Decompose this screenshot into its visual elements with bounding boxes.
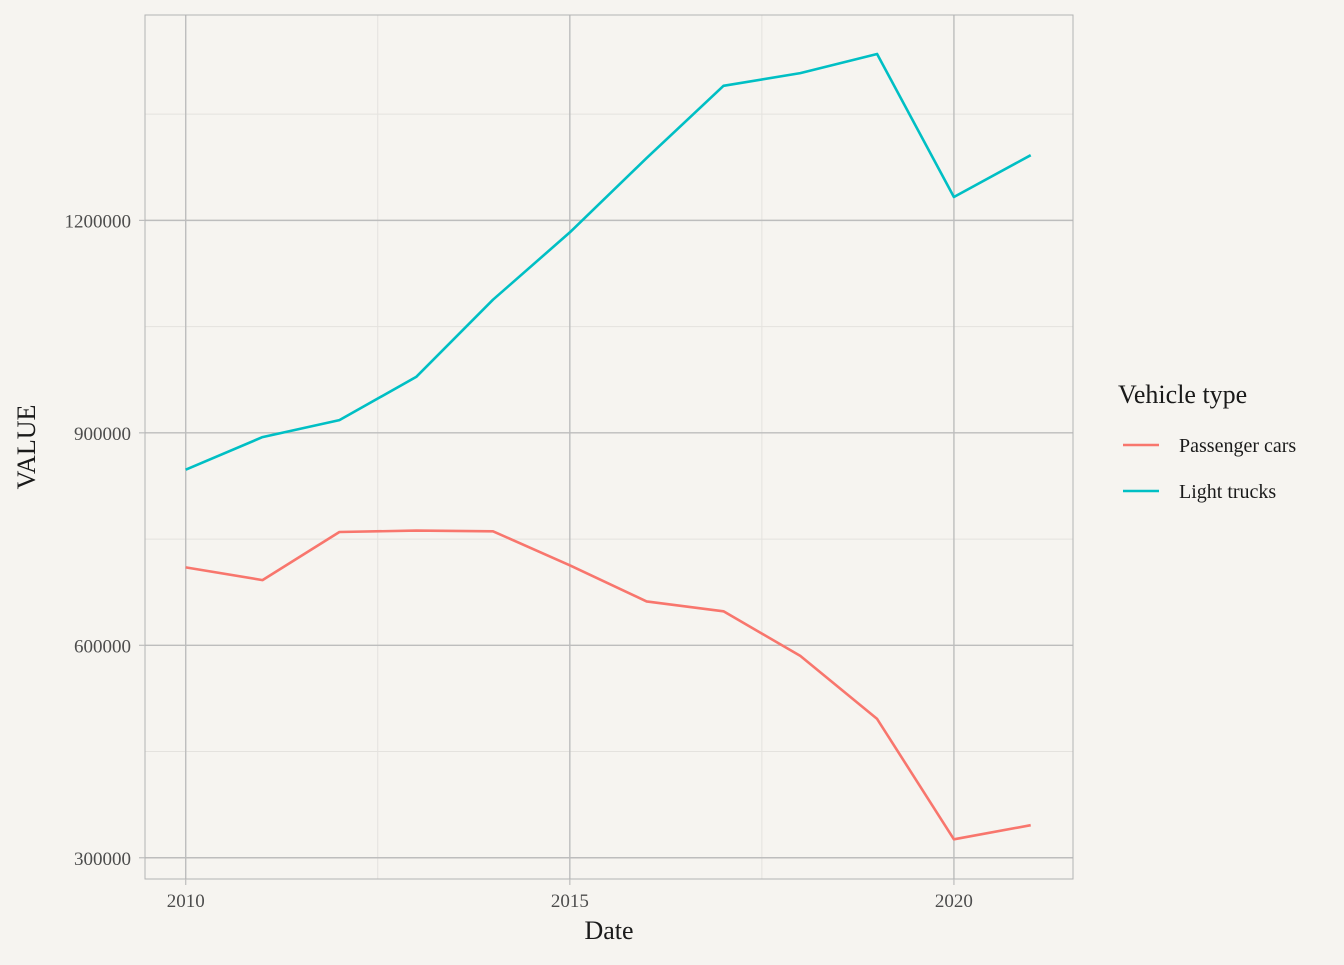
minor-gridlines (145, 15, 1073, 879)
legend-label-light-trucks: Light trucks (1179, 481, 1276, 503)
x-tick-label: 2015 (551, 891, 589, 912)
x-axis-ticks: 2010 2015 2020 (167, 879, 973, 912)
x-axis-title: Date (584, 916, 633, 945)
series-lines (185, 52, 1032, 841)
y-axis-title: VALUE (12, 405, 41, 490)
legend-title: Vehicle type (1118, 380, 1247, 409)
panel-border (144, 14, 1074, 880)
y-tick-label: 300000 (74, 849, 131, 870)
y-tick-label: 1200000 (65, 211, 132, 232)
y-tick-label: 900000 (74, 424, 131, 445)
major-gridlines (145, 15, 1073, 879)
y-axis-ticks: 300000 600000 900000 1200000 (65, 211, 145, 870)
legend-label-passenger-cars: Passenger cars (1179, 435, 1296, 457)
x-tick-label: 2020 (935, 891, 973, 912)
legend-items: Passenger cars Light trucks (1123, 435, 1296, 503)
legend: Vehicle type Passenger cars Light trucks (1118, 380, 1296, 503)
series-line-passenger-cars (185, 529, 1031, 841)
series-line-light-trucks (185, 52, 1032, 471)
y-tick-label: 600000 (74, 636, 131, 657)
x-tick-label: 2010 (167, 891, 205, 912)
